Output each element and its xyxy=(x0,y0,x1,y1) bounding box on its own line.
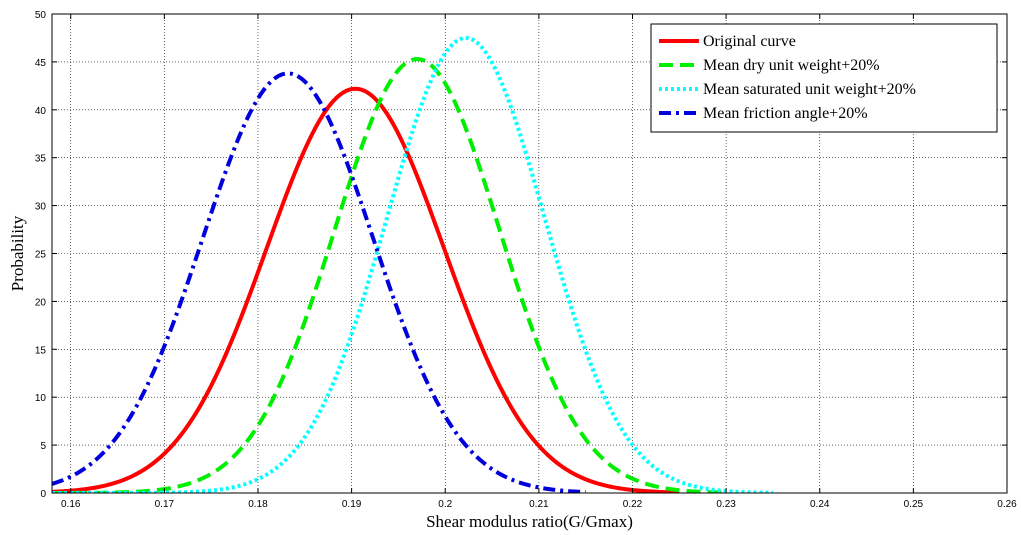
x-axis-title: Shear modulus ratio(G/Gmax) xyxy=(426,512,633,531)
y-tick-label: 10 xyxy=(35,393,47,404)
legend-label: Mean friction angle+20% xyxy=(703,105,868,122)
y-tick-label: 30 xyxy=(35,202,47,213)
series-line xyxy=(52,86,680,493)
y-tick-label: 20 xyxy=(35,297,47,308)
y-axis-title: Probability xyxy=(8,215,27,291)
y-tick-label: 25 xyxy=(35,250,47,261)
legend-box xyxy=(650,23,998,133)
y-tick-label: 50 xyxy=(35,10,47,21)
x-tick-label: 0.26 xyxy=(997,499,1017,510)
y-tick-label: 40 xyxy=(35,106,47,117)
x-tick-label: 0.22 xyxy=(623,499,643,510)
x-tick-label: 0.16 xyxy=(61,499,81,510)
x-tick-label: 0.21 xyxy=(529,499,549,510)
y-tick-label: 5 xyxy=(40,441,46,452)
x-tick-label: 0.17 xyxy=(155,499,175,510)
x-tick-label: 0.19 xyxy=(342,499,362,510)
series-line xyxy=(52,71,586,493)
legend-label: Mean saturated unit weight+20% xyxy=(703,81,916,98)
x-tick-label: 0.2 xyxy=(438,499,452,510)
legend-label: Original curve xyxy=(703,33,796,50)
legend-label: Mean dry unit weight+20% xyxy=(703,57,880,74)
y-tick-label: 0 xyxy=(40,489,46,500)
x-tick-label: 0.18 xyxy=(248,499,268,510)
y-tick-label: 35 xyxy=(35,154,47,165)
axis-ticks: 0.16 0.17 0.18 0.19 0.2 0.21 0.22 0.23 0.24 0.25 0… xyxy=(35,10,1017,510)
x-tick-label: 0.25 xyxy=(904,499,924,510)
y-tick-label: 45 xyxy=(35,58,47,69)
x-tick-label: 0.24 xyxy=(810,499,830,510)
x-tick-label: 0.23 xyxy=(716,499,736,510)
y-tick-label: 15 xyxy=(35,345,47,356)
legend: Original curve Mean dry unit weight+20% Me… xyxy=(650,23,998,133)
